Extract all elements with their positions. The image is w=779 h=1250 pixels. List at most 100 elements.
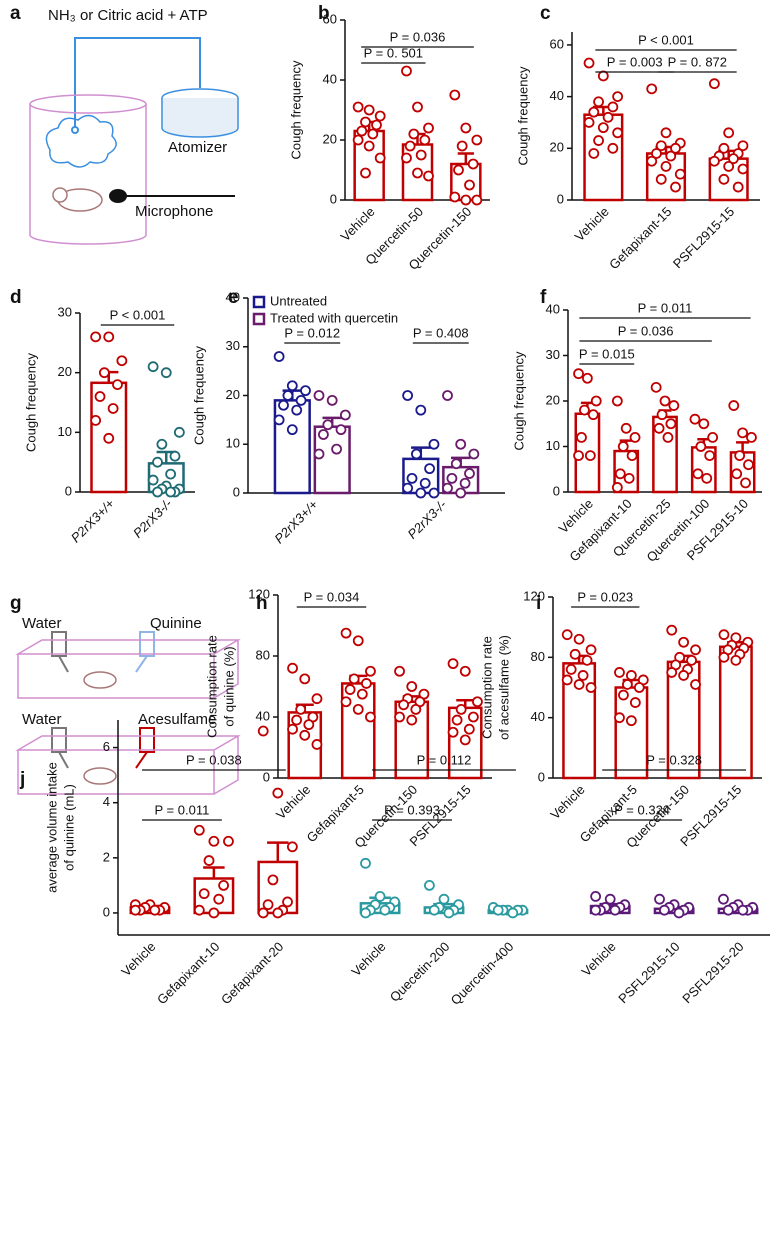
p-value: P < 0.001 — [110, 307, 166, 322]
y-tick-label: 20 — [58, 364, 72, 379]
data-point — [335, 424, 347, 436]
x-tick-label: P2rX3+/+ — [68, 496, 118, 546]
panel-label: d — [10, 287, 22, 308]
data-point — [282, 390, 294, 401]
data-point — [459, 734, 471, 746]
data-point — [734, 450, 746, 462]
x-tick-label: PSFL2915-20 — [679, 939, 746, 1006]
data-point — [401, 65, 412, 77]
data-point — [467, 711, 479, 723]
p-value: P = 0.328 — [646, 752, 702, 767]
y-axis-label: Cough frequency — [191, 345, 206, 445]
data-point — [708, 155, 720, 167]
nozzle — [71, 126, 79, 134]
y-tick-label: 2 — [103, 849, 110, 864]
spout — [135, 751, 148, 769]
panel-label: a — [10, 3, 21, 24]
p-value: P = 0.036 — [618, 323, 674, 338]
spout — [135, 655, 148, 673]
data-point — [655, 140, 667, 152]
data-point — [593, 135, 604, 146]
data-point — [459, 477, 471, 489]
data-point — [718, 893, 729, 905]
x-tick-label: PSFL2915-10 — [615, 939, 682, 1006]
data-point — [313, 448, 325, 460]
data-point — [590, 891, 602, 902]
data-point — [597, 70, 609, 82]
data-point — [728, 153, 739, 165]
p-value: P = 0.003 — [607, 54, 663, 69]
data-point — [665, 150, 677, 162]
x-tick-label: Gefapixant-15 — [606, 204, 674, 272]
y-axis-label: Consumption rate — [204, 635, 219, 738]
data-point — [402, 482, 414, 494]
data-point — [379, 904, 391, 916]
data-point — [374, 152, 386, 164]
bottle — [51, 727, 67, 753]
data-point — [582, 372, 593, 384]
data-point — [424, 463, 435, 475]
data-point — [472, 696, 483, 708]
data-point — [662, 431, 674, 443]
data-point — [460, 122, 472, 134]
data-point — [471, 134, 483, 146]
data-point — [419, 477, 431, 489]
data-point — [107, 403, 119, 414]
data-point — [468, 448, 480, 460]
data-point — [456, 140, 468, 152]
data-point — [656, 409, 668, 421]
data-point — [686, 654, 697, 666]
y-tick-label: 120 — [523, 588, 545, 603]
legend-swatch — [252, 295, 266, 309]
data-point — [282, 896, 293, 908]
data-point — [94, 391, 106, 402]
diagram-text: Microphone — [135, 203, 213, 220]
data-point — [668, 400, 680, 411]
data-point — [471, 194, 483, 206]
data-point — [459, 665, 471, 677]
data-point — [584, 450, 596, 462]
data-point — [583, 57, 595, 69]
data-point — [447, 726, 459, 738]
data-point — [569, 648, 581, 660]
data-point — [278, 399, 289, 411]
bottle — [139, 727, 155, 753]
data-point — [348, 673, 360, 685]
y-tick-label: 20 — [546, 392, 560, 407]
data-point — [103, 432, 115, 444]
data-point — [463, 723, 475, 735]
cage — [15, 735, 241, 795]
y-tick-label: 0 — [65, 483, 72, 498]
y-axis-label: Cough frequency — [288, 60, 303, 160]
data-point — [746, 431, 757, 443]
data-point — [404, 140, 416, 152]
data-point — [287, 662, 298, 674]
data-point — [588, 148, 600, 159]
data-point — [173, 426, 185, 438]
data-point — [492, 904, 504, 916]
cloud — [45, 114, 117, 168]
y-tick-label: 4 — [103, 794, 110, 809]
data-point — [447, 658, 459, 670]
panel-label: f — [540, 287, 547, 308]
data-point — [629, 697, 641, 708]
data-point — [223, 835, 234, 847]
data-point — [625, 715, 637, 727]
y-tick-label: 30 — [226, 338, 240, 353]
data-point — [690, 644, 701, 656]
data-point — [665, 418, 677, 430]
y-tick-label: 40 — [531, 709, 545, 724]
bar — [718, 645, 753, 780]
p-value: P = 0.408 — [413, 325, 469, 340]
y-tick-label: 30 — [546, 347, 560, 362]
y-tick-label: 0 — [233, 484, 240, 499]
data-point — [257, 725, 269, 737]
data-point — [730, 654, 742, 666]
chamber-top — [29, 94, 147, 114]
data-point — [367, 128, 379, 140]
p-value: P = 0.015 — [579, 346, 635, 361]
data-point — [415, 149, 427, 161]
data-point — [707, 431, 719, 443]
data-point — [695, 441, 707, 452]
